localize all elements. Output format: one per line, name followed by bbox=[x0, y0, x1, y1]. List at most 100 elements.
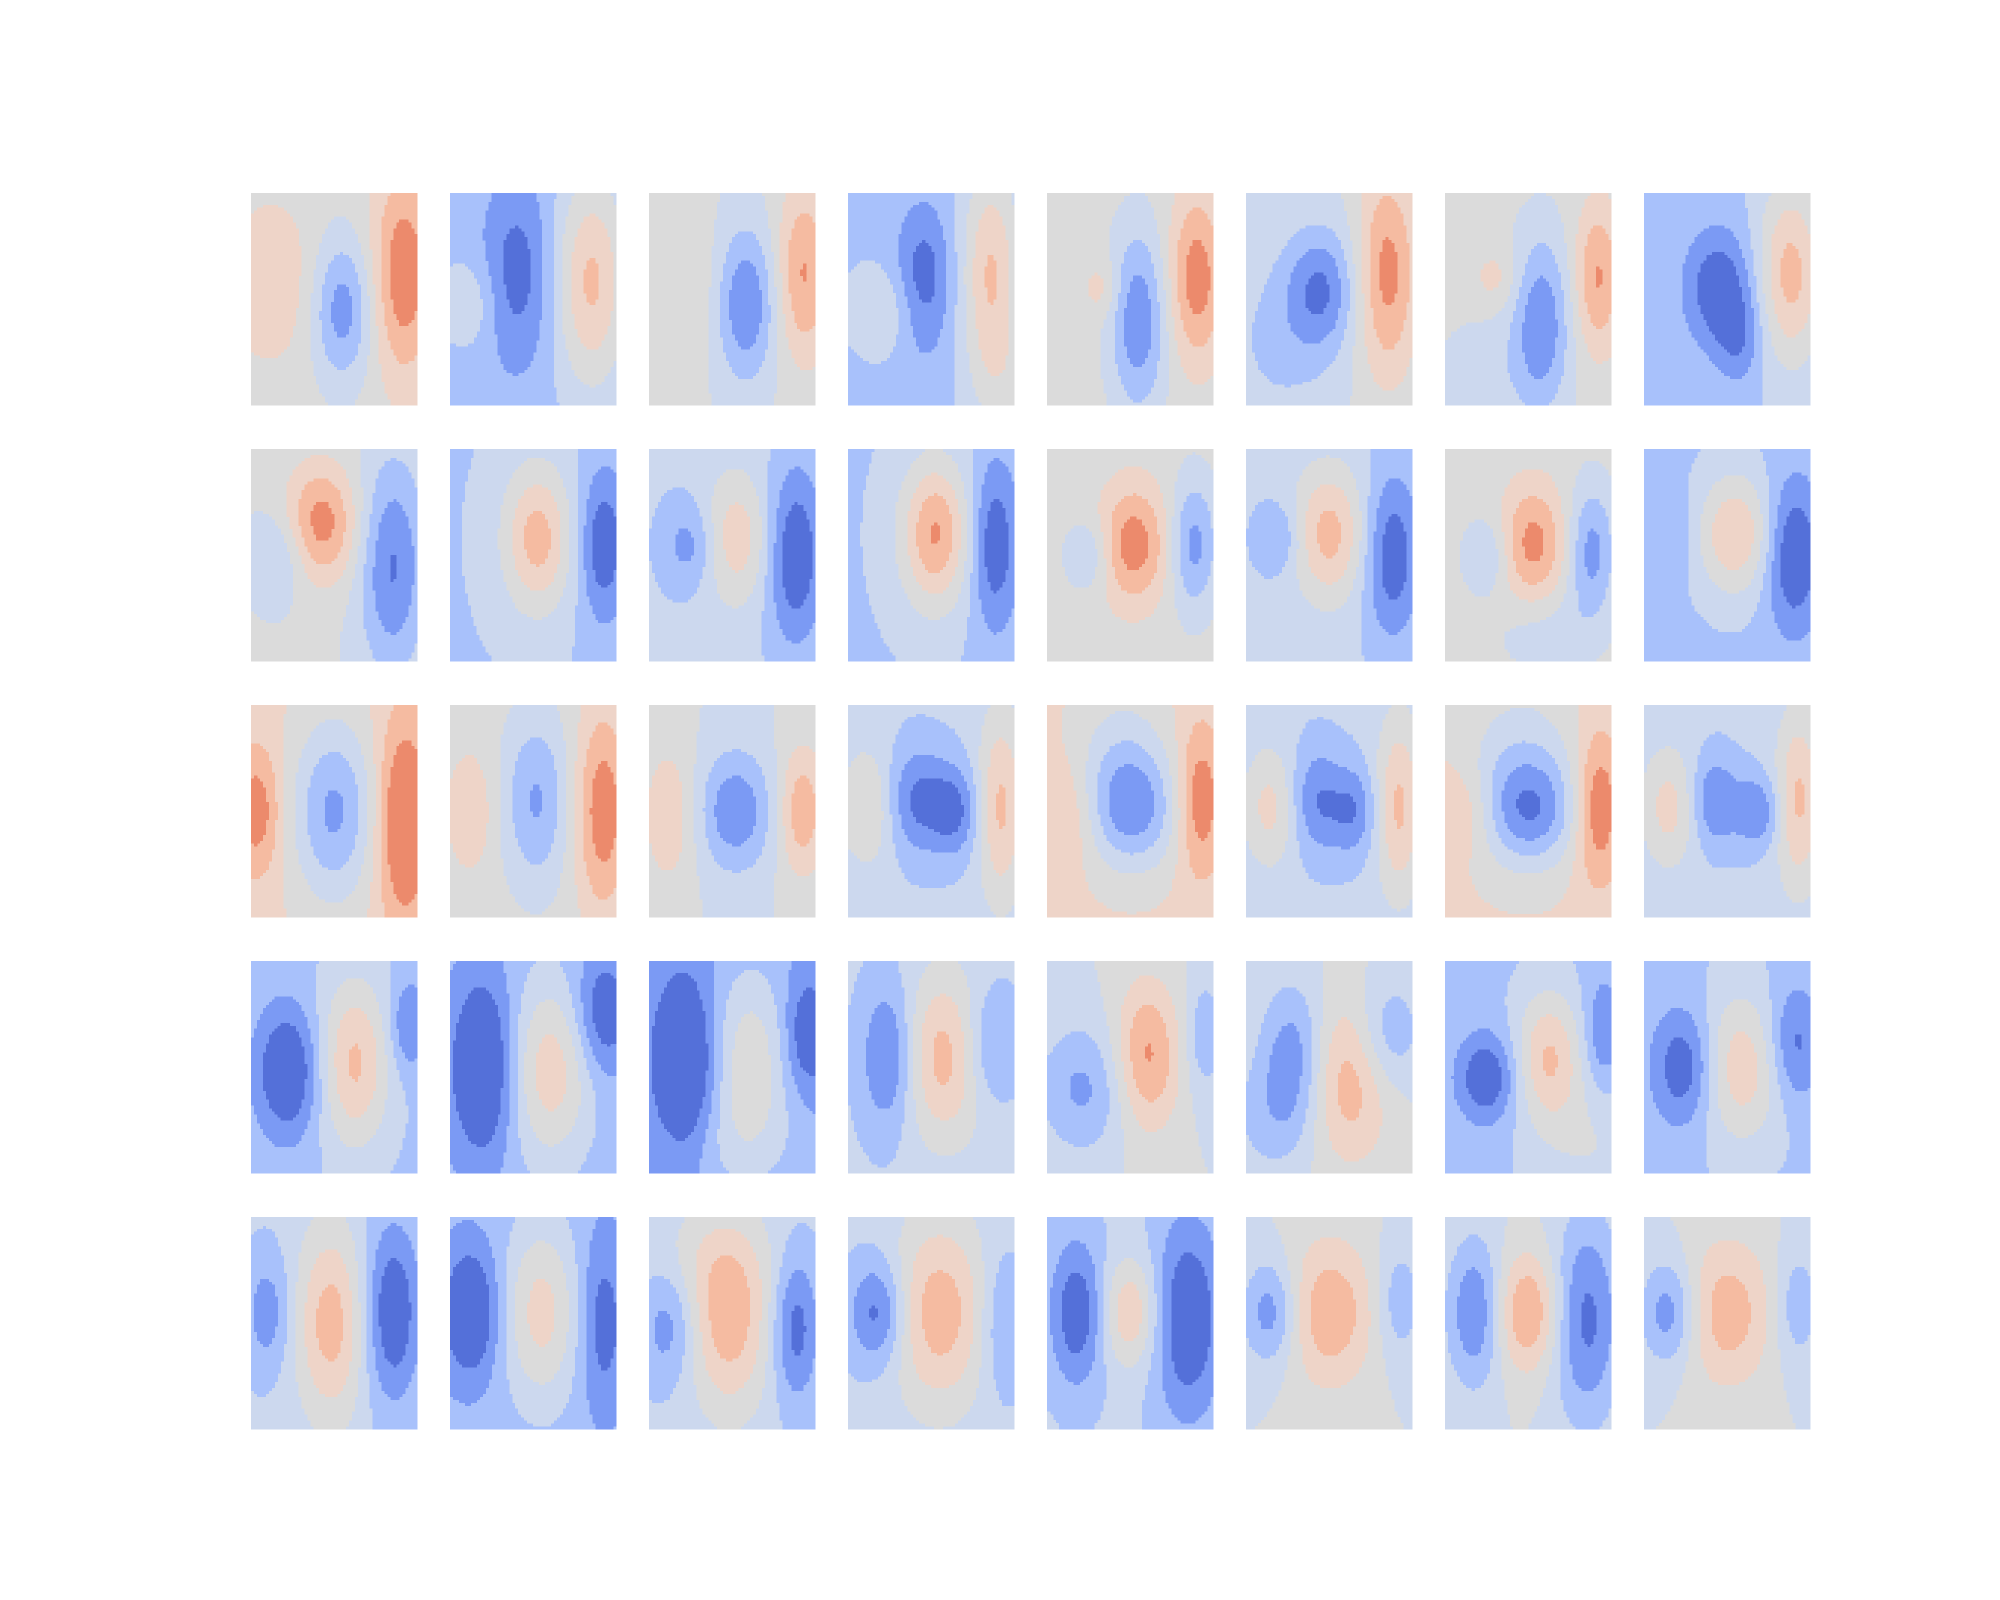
contour-level-fill bbox=[512, 484, 561, 591]
contour-level-fill bbox=[251, 740, 418, 906]
contour-level-fill bbox=[251, 193, 418, 406]
contour-level-fill bbox=[1180, 493, 1214, 597]
contour-level-fill bbox=[702, 749, 768, 874]
contour-level-fill bbox=[649, 1222, 816, 1430]
contour-level-fill bbox=[1492, 740, 1564, 856]
contour-level-fill bbox=[1644, 705, 1811, 903]
contour-level-fill bbox=[316, 961, 409, 1174]
contour-panel-r0-c6 bbox=[1445, 193, 1612, 406]
contour-level-fill bbox=[649, 1217, 816, 1430]
contour-level-fill bbox=[1100, 193, 1169, 406]
contour-level-fill bbox=[791, 1305, 807, 1356]
contour-level-fill bbox=[654, 1270, 816, 1392]
contour-level-fill bbox=[649, 705, 816, 918]
contour-level-fill bbox=[1189, 525, 1202, 565]
contour-level-fill bbox=[889, 713, 976, 888]
contour-level-fill bbox=[788, 213, 816, 332]
contour-level-fill bbox=[583, 466, 617, 624]
contour-level-fill bbox=[1061, 1252, 1211, 1386]
contour-level-fill bbox=[972, 204, 1009, 376]
contour-level-fill bbox=[1340, 193, 1413, 406]
contour-level-fill bbox=[251, 449, 418, 662]
contour-level-fill bbox=[1655, 1293, 1674, 1333]
contour-level-fill bbox=[1522, 522, 1544, 562]
contour-level-fill bbox=[1498, 1217, 1556, 1430]
contour-level-fill bbox=[535, 1034, 566, 1112]
contour-level-fill bbox=[515, 1240, 569, 1386]
contour-level-fill bbox=[1246, 449, 1413, 662]
contour-level-fill bbox=[1305, 484, 1354, 585]
contour-level-fill bbox=[1596, 266, 1603, 288]
contour-level-fill bbox=[1516, 790, 1541, 821]
contour-level-fill bbox=[853, 1272, 890, 1350]
contour-level-fill bbox=[1465, 1049, 1502, 1106]
contour-level-fill bbox=[1445, 961, 1612, 1174]
contour-level-fill bbox=[390, 555, 397, 582]
contour-level-fill bbox=[1644, 1267, 1811, 1359]
contour-level-fill bbox=[910, 1234, 973, 1389]
contour-level-fill bbox=[251, 1217, 373, 1430]
contour-panel-r3-c7 bbox=[1644, 961, 1811, 1174]
contour-panel-r4-c7 bbox=[1644, 1217, 1811, 1430]
contour-level-fill bbox=[1115, 240, 1160, 403]
contour-level-fill bbox=[1311, 1270, 1357, 1356]
contour-level-fill bbox=[1047, 193, 1214, 406]
contour-level-fill bbox=[848, 705, 1015, 918]
contour-level-fill bbox=[1445, 705, 1579, 915]
contour-level-fill bbox=[1124, 275, 1152, 368]
contour-level-fill bbox=[1266, 1022, 1303, 1121]
contour-level-fill bbox=[583, 257, 599, 306]
contour-panel-r1-c1 bbox=[450, 449, 617, 662]
contour-level-fill bbox=[1584, 528, 1600, 579]
contour-level-fill bbox=[363, 457, 418, 662]
contour-level-fill bbox=[1246, 987, 1413, 1159]
contour-level-fill bbox=[450, 705, 581, 918]
contour-level-fill bbox=[1445, 193, 1576, 406]
contour-level-fill bbox=[1097, 466, 1166, 624]
contour-level-fill bbox=[1049, 1217, 1214, 1424]
contour-panel-r3-c2 bbox=[649, 961, 816, 1174]
contour-level-fill bbox=[1501, 469, 1564, 603]
contour-level-fill bbox=[649, 746, 816, 877]
contour-level-fill bbox=[1703, 766, 1769, 838]
contour-level-fill bbox=[1370, 195, 1410, 350]
contour-level-fill bbox=[1317, 510, 1342, 559]
contour-level-fill bbox=[1246, 961, 1413, 1174]
contour-panel-r2-c1 bbox=[450, 705, 617, 918]
contour-level-fill bbox=[1542, 1046, 1558, 1077]
contour-level-fill bbox=[1254, 1217, 1404, 1430]
contour-level-fill bbox=[1712, 1275, 1752, 1350]
contour-level-fill bbox=[1130, 1005, 1169, 1103]
contour-panel-r2-c3 bbox=[848, 705, 1015, 918]
contour-level-fill bbox=[1299, 1237, 1371, 1389]
contour-level-fill bbox=[696, 1228, 762, 1395]
contour-level-fill bbox=[1293, 716, 1374, 885]
contour-panel-r1-c3 bbox=[848, 449, 1015, 662]
contour-level-fill bbox=[1694, 731, 1775, 868]
contour-level-fill bbox=[729, 260, 762, 350]
contour-level-fill bbox=[720, 231, 771, 379]
contour-level-fill bbox=[1644, 705, 1811, 918]
contour-level-fill bbox=[1109, 1258, 1149, 1368]
contour-level-fill bbox=[649, 961, 816, 1174]
contour-level-fill bbox=[298, 478, 347, 565]
contour-level-fill bbox=[497, 457, 569, 621]
contour-panel-r2-c0 bbox=[251, 705, 418, 918]
contour-level-fill bbox=[779, 193, 816, 371]
contour-level-fill bbox=[907, 472, 961, 594]
contour-level-fill bbox=[895, 449, 967, 621]
contour-level-fill bbox=[1718, 999, 1769, 1139]
contour-level-fill bbox=[1047, 705, 1214, 918]
contour-level-fill bbox=[675, 1217, 771, 1430]
contour-level-fill bbox=[450, 961, 617, 1174]
contour-level-fill bbox=[910, 778, 964, 835]
contour-level-fill bbox=[916, 493, 953, 574]
panels-group bbox=[251, 193, 1811, 1430]
contour-level-fill bbox=[1085, 710, 1172, 874]
contour-level-fill bbox=[506, 1217, 578, 1427]
contour-level-fill bbox=[450, 705, 617, 918]
contour-level-fill bbox=[1771, 472, 1811, 641]
contour-level-fill bbox=[848, 1243, 1015, 1406]
contour-level-fill bbox=[1379, 237, 1398, 306]
